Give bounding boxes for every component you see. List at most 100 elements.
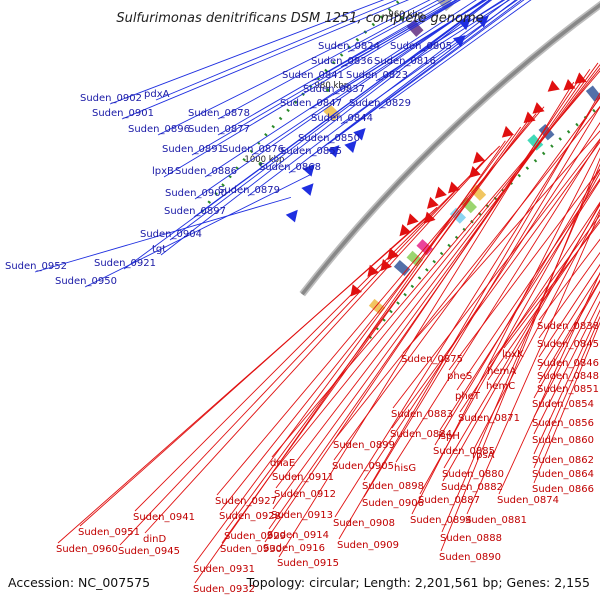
reverse-leader-line xyxy=(538,238,600,321)
kbp-tick-label: 980 kbp xyxy=(315,81,350,91)
forward-gene-label: Suden_0886 xyxy=(175,166,237,177)
forward-leader-line xyxy=(84,173,312,288)
forward-gene-label: Suden_0823 xyxy=(346,70,408,81)
forward-gene-label: Suden_0847 xyxy=(280,98,342,109)
forward-gene-label: Suden_0896 xyxy=(128,124,190,135)
forward-leader-line xyxy=(169,0,491,241)
forward-gene-label: Suden_0824 xyxy=(318,41,380,52)
forward-gene-label: Suden_0879 xyxy=(218,185,280,196)
gene-label-layer: Suden_0824 Suden_0805 Suden_0836 Suden_0816… xyxy=(5,41,599,595)
forward-leader-line xyxy=(194,0,484,200)
reverse-gene-label: rpsA xyxy=(472,450,495,461)
forward-leader-line xyxy=(191,0,459,156)
reverse-gene-label: Suden_0887 xyxy=(418,495,480,506)
inner-feature-block xyxy=(585,85,600,102)
reverse-gene-label: Suden_0864 xyxy=(532,469,594,480)
reverse-leader-line xyxy=(391,141,600,429)
reverse-leader-line xyxy=(459,201,600,413)
forward-gene-label: Suden_0952 xyxy=(5,261,67,272)
reverse-gene-label: hisG xyxy=(394,463,416,474)
forward-leader-line xyxy=(109,0,385,105)
forward-leader-line xyxy=(309,0,522,158)
reverse-leader-line xyxy=(498,271,600,495)
reverse-gene-label: Suden_0854 xyxy=(532,399,594,410)
reverse-leader-line xyxy=(538,272,600,371)
forward-leader-line xyxy=(157,0,431,136)
forward-gene-label: Suden_0816 xyxy=(374,56,436,67)
reverse-gene-arrow xyxy=(367,264,379,277)
forward-leader-line xyxy=(347,0,446,53)
reverse-leader-line xyxy=(411,147,600,515)
forward-leader-line xyxy=(327,0,525,145)
forward-gene-arrow xyxy=(344,140,357,153)
reverse-gene-label: Suden_0945 xyxy=(118,546,180,557)
reverse-gene-label: Suden_0866 xyxy=(532,484,594,495)
kbp-tick-label: 960 kbp xyxy=(388,10,423,20)
forward-leader-line xyxy=(340,0,518,125)
reverse-leader-line xyxy=(538,251,600,339)
kbp-tick-mark xyxy=(326,88,330,92)
backbone-layer xyxy=(198,0,600,345)
reverse-gene-label: Suden_0860 xyxy=(532,435,594,446)
forward-leader-line xyxy=(217,0,453,136)
reverse-gene-arrow xyxy=(501,125,514,138)
reverse-leader-line xyxy=(216,106,545,496)
forward-gene-label: Suden_0850 xyxy=(298,133,360,144)
forward-gene-label: Suden_0837 xyxy=(303,84,365,95)
reverse-leader-line xyxy=(272,62,599,510)
reverse-gene-label: Suden_0909 xyxy=(337,540,399,551)
reverse-leader-line xyxy=(533,300,600,435)
outer-feature-block xyxy=(406,19,424,37)
reverse-gene-label: dnaE xyxy=(270,458,295,469)
reverse-gene-arrow xyxy=(547,80,560,92)
reverse-leader-line xyxy=(473,208,600,450)
reverse-gene-label: hemC xyxy=(486,381,515,392)
leader-line-layer xyxy=(34,0,600,584)
reverse-leader-line xyxy=(194,140,506,584)
reverse-leader-line xyxy=(488,214,600,366)
reverse-gene-label: Suden_0930 xyxy=(220,544,282,555)
forward-leader-line xyxy=(247,0,510,197)
reverse-gene-label: Suden_0848 xyxy=(537,371,599,382)
kbp-tick-mark xyxy=(258,162,263,166)
reverse-gene-arrow xyxy=(434,186,447,199)
reverse-gene-label: Suden_0890 xyxy=(439,552,501,563)
forward-leader-line xyxy=(419,0,506,53)
forward-gene-arrow xyxy=(327,145,340,158)
reverse-gene-arrow xyxy=(387,247,399,261)
reverse-gene-label: Suden_0874 xyxy=(497,495,559,506)
reverse-gene-label: Suden_0906 xyxy=(362,498,424,509)
forward-gene-arrow xyxy=(353,128,366,141)
inner-feature-block xyxy=(368,298,386,315)
reverse-leader-line xyxy=(119,159,486,546)
reverse-gene-label: Suden_0883 xyxy=(391,409,453,420)
reverse-leader-line xyxy=(57,214,431,544)
reverse-gene-label: ispH xyxy=(438,431,460,442)
reverse-leader-line xyxy=(334,95,600,518)
reverse-leader-line xyxy=(538,263,600,358)
reverse-leader-line xyxy=(363,106,600,498)
genome-backbone xyxy=(300,2,600,296)
forward-leader-line xyxy=(204,0,477,178)
reverse-gene-arrow xyxy=(426,196,439,209)
reverse-gene-label: Suden_0932 xyxy=(193,584,255,595)
reverse-gene-label: Suden_0881 xyxy=(465,515,527,526)
forward-gene-label: Suden_0878 xyxy=(188,108,250,119)
reverse-leader-line xyxy=(275,63,600,489)
inner-feature-block xyxy=(527,134,544,151)
reverse-gene-label: Suden_0914 xyxy=(267,530,329,541)
forward-leader-line xyxy=(332,0,488,96)
forward-leader-line xyxy=(375,0,504,82)
forward-gene-label: Suden_0897 xyxy=(164,206,226,217)
reverse-leader-line xyxy=(338,92,600,540)
reverse-gene-arrow xyxy=(472,151,485,164)
reverse-gene-label: Suden_0875 xyxy=(401,354,463,365)
forward-leader-line xyxy=(160,0,493,256)
forward-gene-label: Suden_0901 xyxy=(92,108,154,119)
reverse-gene-label: dinD xyxy=(143,534,166,545)
reverse-leader-line xyxy=(533,321,600,484)
forward-leader-line xyxy=(288,0,517,174)
forward-leader-line xyxy=(163,0,461,178)
reverse-leader-line xyxy=(392,138,600,409)
